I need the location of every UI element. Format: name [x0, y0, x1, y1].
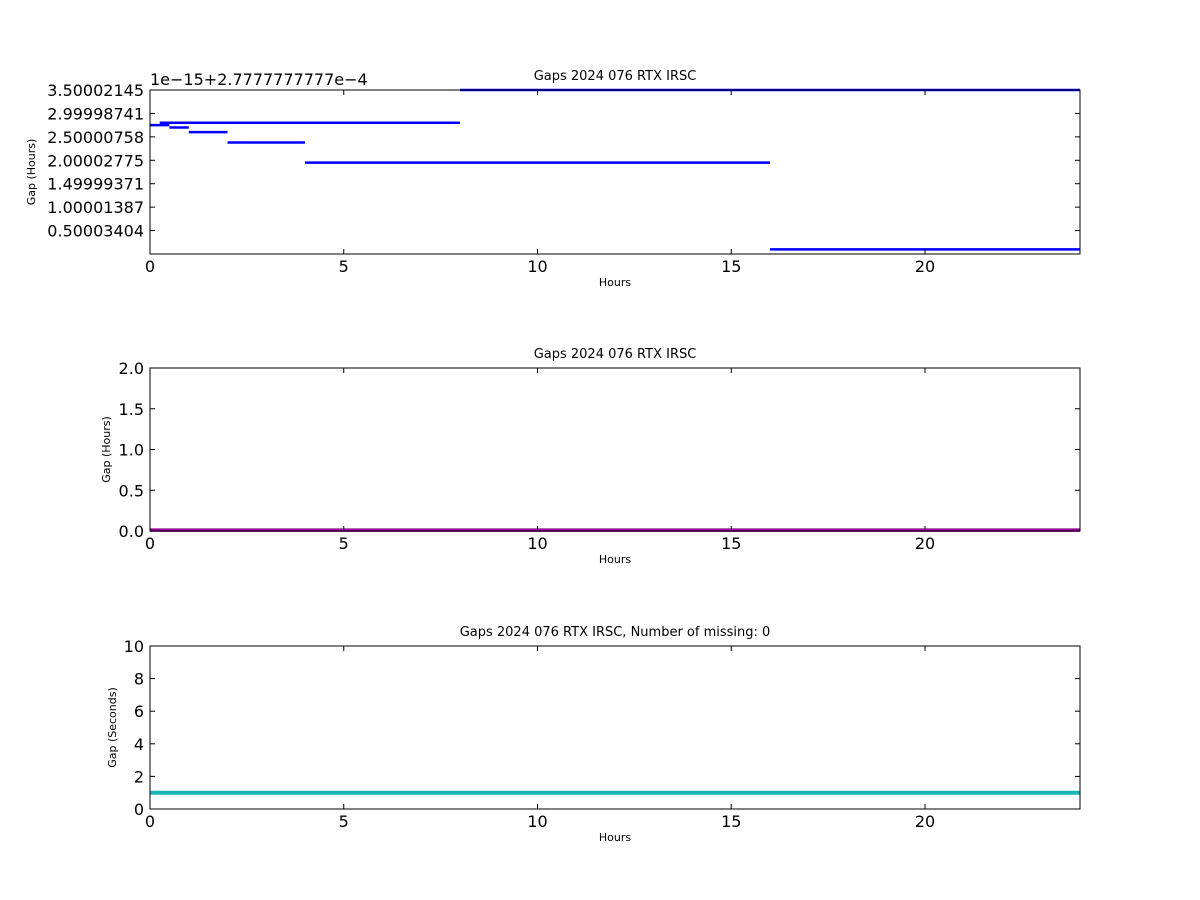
y-tick-label: 0.5: [119, 481, 144, 500]
y-tick-label: 0.0: [119, 522, 144, 541]
axis-offset-label: 1e−15+2.7777777777e−4: [150, 70, 368, 89]
y-tick-label: 2.50000758: [47, 128, 144, 147]
x-tick-label: 5: [339, 534, 349, 553]
plot-frame: [149, 645, 1081, 810]
x-axis-label: Hours: [599, 276, 631, 289]
y-tick-label: 2.99998741: [47, 104, 144, 123]
chart-panel-2: 0 5 10 15 20 0.0 0.5 1.0 1.5 2.0 Gaps 2024 076 RTX…: [100, 347, 1081, 566]
plot-frame: [149, 367, 1081, 532]
x-tick-label: 10: [527, 257, 547, 276]
x-tick-label: 0: [145, 812, 155, 831]
x-tick-label: 20: [915, 534, 935, 553]
series-group: [150, 88, 1080, 251]
y-tick-label: 6: [134, 702, 144, 721]
y-tick-label: 10: [124, 637, 144, 656]
x-tick-label: 20: [915, 257, 935, 276]
x-tick-label: 5: [339, 257, 349, 276]
x-tick-label: 15: [721, 812, 741, 831]
y-tick-label: 1.5: [119, 400, 144, 419]
x-tick-label: 0: [145, 534, 155, 553]
y-tick-label: 3.50002145: [47, 81, 144, 100]
x-tick-label: 20: [915, 812, 935, 831]
y-axis-label: Gap (Seconds): [106, 687, 119, 768]
y-tick-label: 4: [134, 735, 144, 754]
chart-panel-3: 0 5 10 15 20 0 2 4 6 8 10 Gaps 2024 076 RTX IRSC, N…: [106, 625, 1081, 844]
chart-title: Gaps 2024 076 RTX IRSC: [534, 69, 697, 84]
chart-title: Gaps 2024 076 RTX IRSC, Number of missin…: [460, 625, 771, 640]
x-tick-label: 0: [145, 257, 155, 276]
x-tick-label: 15: [721, 534, 741, 553]
y-axis-label: Gap (Hours): [25, 139, 38, 206]
y-tick-label: 2: [134, 767, 144, 786]
x-axis-label: Hours: [599, 831, 631, 844]
y-tick-label: 0: [134, 800, 144, 819]
x-tick-label: 15: [721, 257, 741, 276]
chart-panel-1: 0 5 10 15 20 0.50003404 1.00001387 1.49999371 2.…: [25, 69, 1081, 289]
y-tick-label: 1.0: [119, 441, 144, 460]
x-tick-label: 10: [527, 812, 547, 831]
y-tick-label: 0.50003404: [47, 222, 144, 241]
chart-title: Gaps 2024 076 RTX IRSC: [534, 347, 697, 362]
y-tick-label: 2.0: [119, 359, 144, 378]
x-tick-label: 5: [339, 812, 349, 831]
y-tick-label: 1.00001387: [47, 198, 144, 217]
y-tick-label: 2.00002775: [47, 151, 144, 170]
plot-frame: [149, 89, 1081, 255]
x-tick-label: 10: [527, 534, 547, 553]
x-axis-label: Hours: [599, 553, 631, 566]
y-tick-label: 8: [134, 670, 144, 689]
y-tick-label: 1.49999371: [47, 175, 144, 194]
y-axis-label: Gap (Hours): [100, 416, 113, 483]
